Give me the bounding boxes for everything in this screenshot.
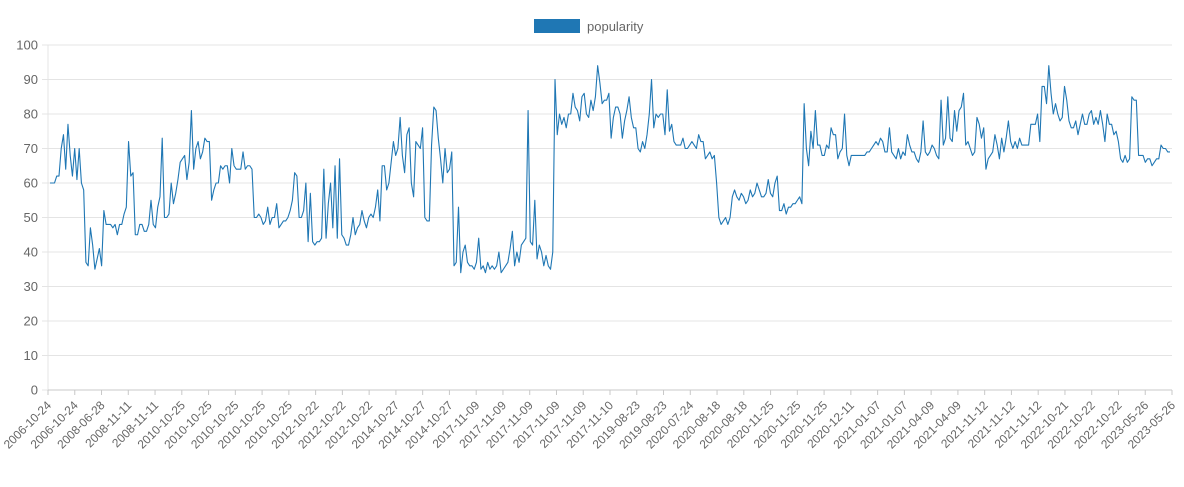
y-tick-label: 10: [24, 348, 38, 363]
y-tick-label: 70: [24, 141, 38, 156]
y-tick-label: 30: [24, 279, 38, 294]
series-line-popularity: [50, 65, 1170, 274]
y-tick-label: 60: [24, 176, 38, 191]
y-tick-label: 50: [24, 210, 38, 225]
y-tick-label: 0: [31, 383, 38, 398]
x-axis: 2006-10-242006-10-242008-06-282008-11-11…: [1, 389, 1178, 452]
y-tick-label: 100: [16, 38, 38, 53]
legend-label: popularity: [587, 19, 644, 34]
y-tick-label: 90: [24, 72, 38, 87]
legend[interactable]: popularity: [534, 19, 644, 34]
y-tick-label: 40: [24, 245, 38, 260]
plot-area: [50, 65, 1170, 274]
grid: [48, 44, 1172, 391]
legend-swatch: [534, 19, 580, 33]
y-axis: 0 10 20 30 40 50 60 70 80 90 100: [16, 38, 49, 398]
y-tick-label: 20: [24, 314, 38, 329]
y-tick-label: 80: [24, 107, 38, 122]
